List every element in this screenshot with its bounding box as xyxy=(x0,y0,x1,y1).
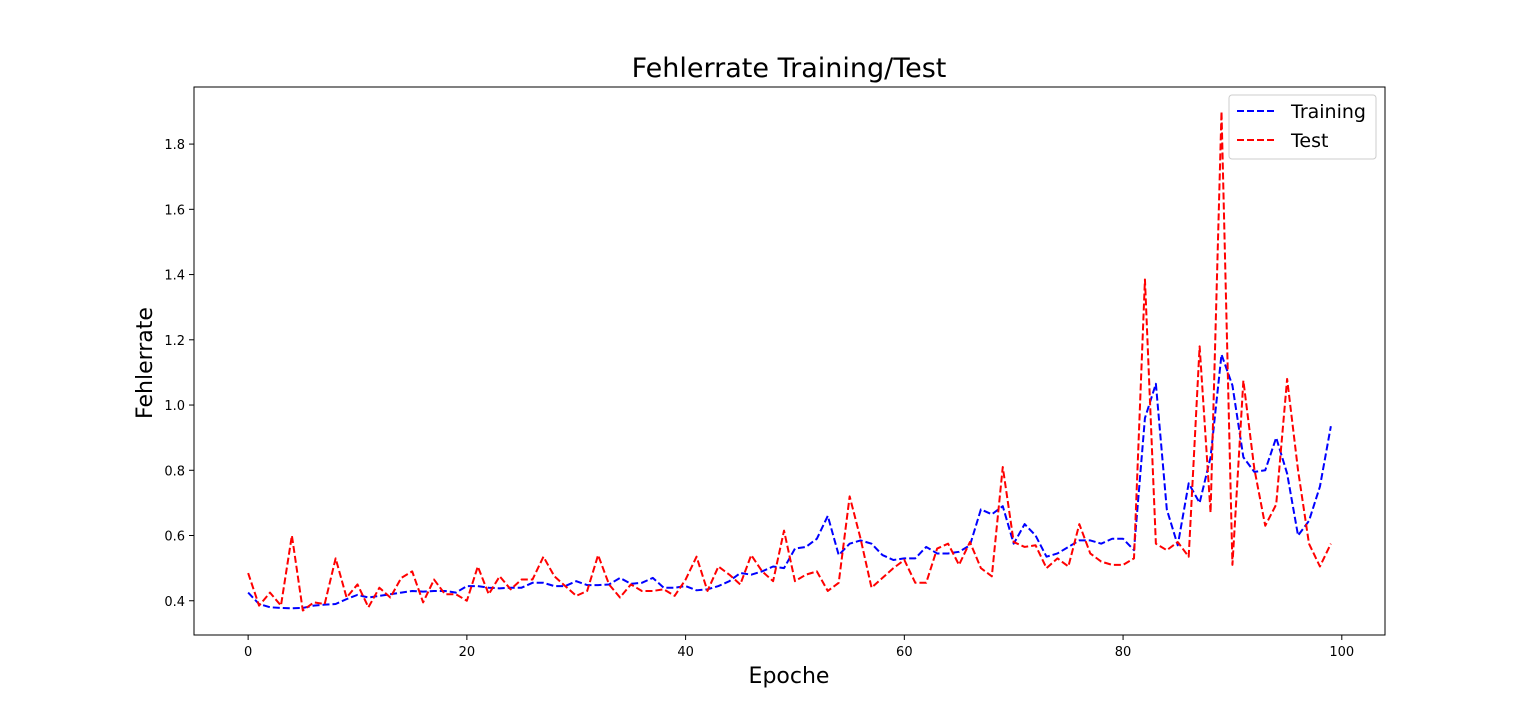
x-tick-label: 80 xyxy=(1115,645,1132,660)
legend-box xyxy=(1228,94,1377,160)
x-tick-label: 20 xyxy=(459,645,476,660)
x-tick-label: 0 xyxy=(244,645,252,660)
x-axis-label: Epoche xyxy=(749,664,830,689)
y-tick-label: 1.8 xyxy=(164,138,185,153)
y-tick-label: 1.0 xyxy=(164,399,185,414)
legend-label-training: Training xyxy=(1290,101,1366,123)
y-tick-label: 1.6 xyxy=(164,203,185,218)
plot-area: 0 20 40 60 80 100 0.4 0.6 0.8 1.0 1.2 1.4 1.6 1.8 Trai… xyxy=(164,86,1386,660)
y-tick-label: 1.2 xyxy=(164,334,185,349)
y-tick-label: 0.8 xyxy=(164,464,185,479)
y-tick-label: 0.6 xyxy=(164,530,185,545)
y-axis-label: Fehlerrate xyxy=(133,307,158,419)
x-tick-label: 100 xyxy=(1329,645,1354,660)
legend-label-test: Test xyxy=(1290,130,1328,152)
chart-title: Fehlerrate Training/Test xyxy=(632,53,947,84)
plot-frame xyxy=(193,86,1386,636)
series-line-test xyxy=(247,110,1332,612)
x-tick-label: 40 xyxy=(677,645,694,660)
y-tick-label: 0.4 xyxy=(164,595,185,610)
y-tick-label: 1.4 xyxy=(164,269,185,284)
legend: Training Test xyxy=(1228,94,1377,160)
x-tick-label: 60 xyxy=(896,645,913,660)
